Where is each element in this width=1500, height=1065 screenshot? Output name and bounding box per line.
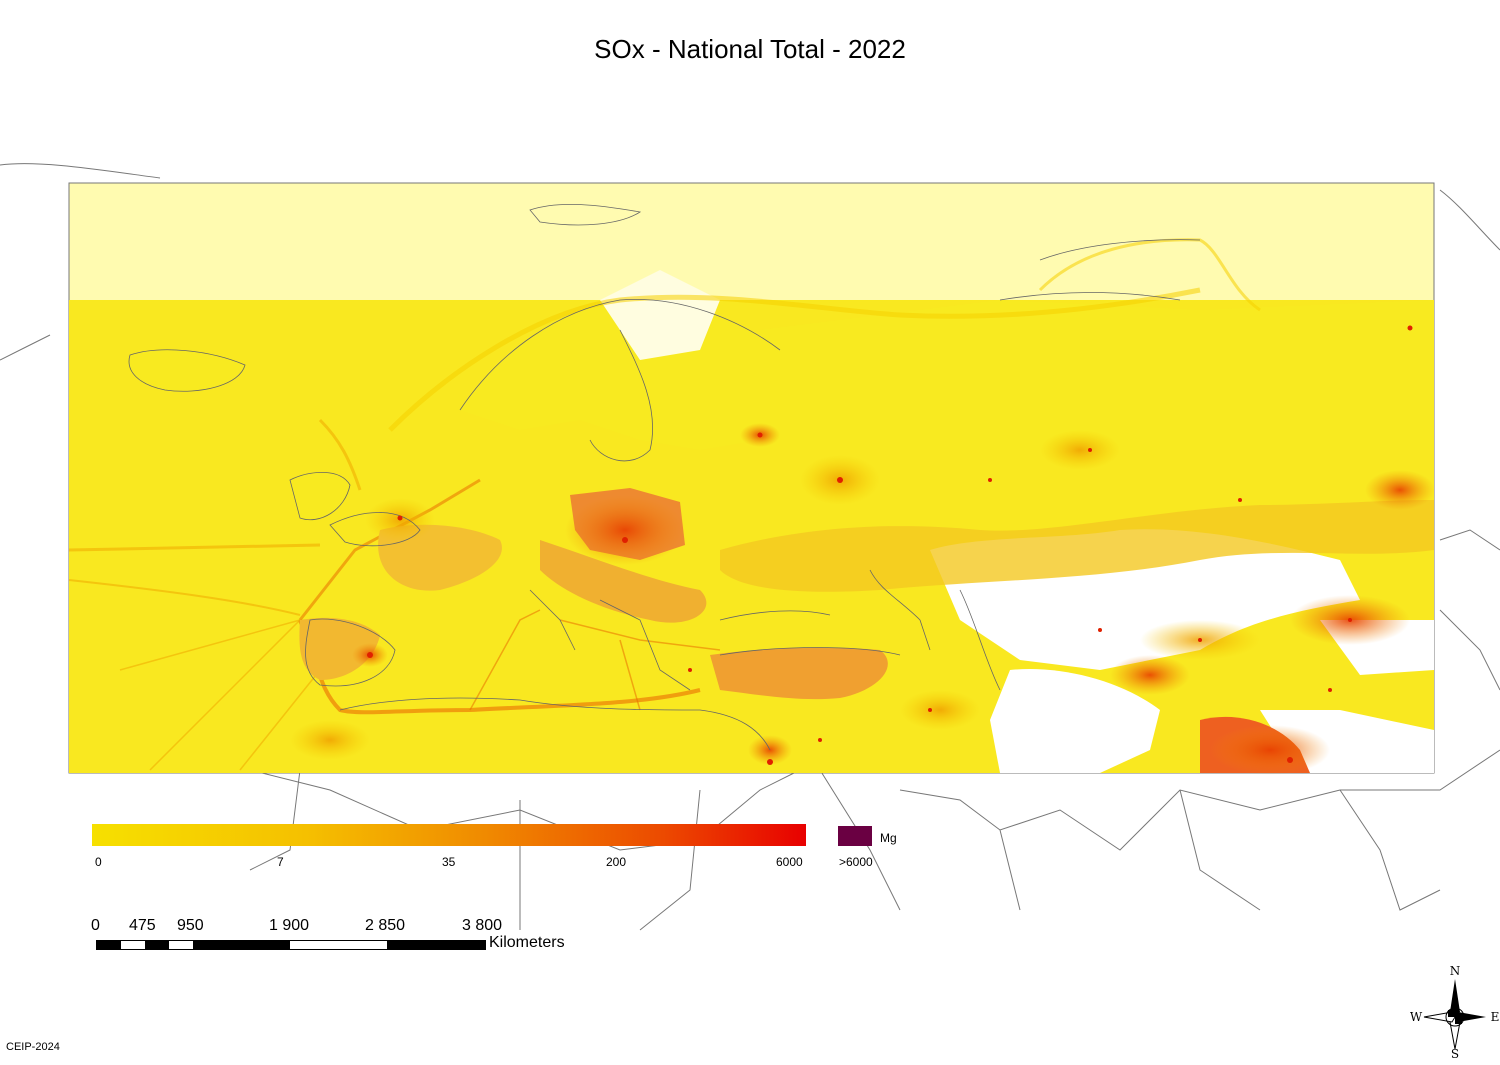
credit-text: CEIP-2024 [6, 1041, 60, 1053]
compass-star [1423, 979, 1486, 1050]
scale-label: 3 800 [462, 917, 503, 934]
scale-bar [96, 940, 486, 950]
emission-hotspots [290, 423, 1435, 775]
legend-unit: Mg [880, 831, 897, 845]
land-base [69, 299, 1434, 773]
legend-tick: >6000 [839, 855, 873, 869]
legend-max-swatch [838, 826, 872, 846]
map-svg [0, 163, 1500, 931]
compass-w: W [1410, 1010, 1423, 1024]
scale-label: 475 [129, 917, 156, 934]
coastlines [128, 204, 1201, 751]
legend-tick: 0 [95, 855, 102, 869]
point-sources [367, 325, 1413, 765]
scale-label: 0 [91, 917, 100, 934]
compass-e: E [1491, 1010, 1500, 1024]
world-outlines [0, 163, 1500, 931]
map-title: SOx - National Total - 2022 [594, 34, 906, 64]
legend-color-ramp [92, 824, 806, 846]
compass-n: N [1450, 965, 1461, 978]
compass-rose: N S E W [1410, 964, 1500, 1061]
emission-map [0, 150, 1500, 970]
scale-label: 2 850 [365, 917, 406, 934]
scale-unit: Kilometers [489, 934, 565, 951]
compass-s: S [1451, 1047, 1459, 1060]
shipping-lanes [68, 238, 1261, 771]
legend-tick: 200 [606, 855, 627, 869]
legend-tick: 7 [277, 855, 284, 869]
scale-label: 1 900 [269, 917, 310, 934]
legend-tick: 35 [442, 855, 456, 869]
scale-label: 950 [177, 917, 204, 934]
legend-tick: 6000 [776, 855, 803, 869]
